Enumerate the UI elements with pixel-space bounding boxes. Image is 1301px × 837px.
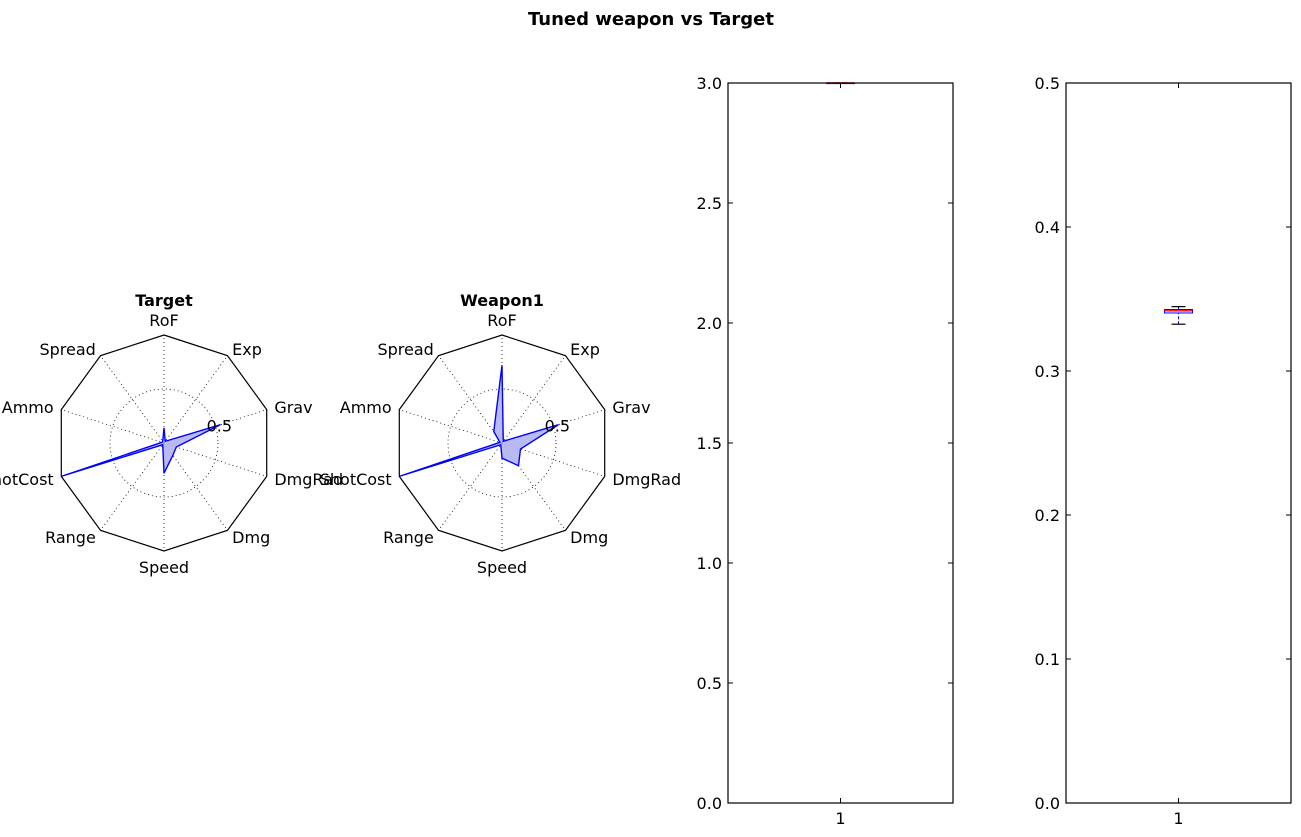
- radar-spoke: [438, 442, 503, 531]
- radar-spoke: [100, 442, 165, 531]
- y-tick-label: 3.0: [697, 74, 722, 93]
- radar-frame: [398, 334, 606, 552]
- radar-axis-label: DmgRad: [612, 470, 681, 489]
- radar-title: Target: [135, 291, 193, 310]
- radar-axis-label: Speed: [477, 558, 527, 577]
- radar-axis-label: DmgRad: [274, 470, 343, 489]
- radar-grid-ring: [447, 388, 557, 498]
- radar-frame: [60, 334, 268, 552]
- radar-spoke: [163, 442, 228, 531]
- box-plot-2: 0.0 0.1 0.2 0.3 0.4 0.5 1: [1035, 74, 1292, 828]
- radar-axis-label: Range: [45, 528, 96, 547]
- y-tick-label: 0.2: [1035, 506, 1060, 525]
- y-tick-label: 0.1: [1035, 650, 1060, 669]
- y-tick-label: 2.0: [697, 314, 722, 333]
- radar-axis-label: Exp: [570, 340, 600, 359]
- radar-axis-label: Ammo: [2, 398, 54, 417]
- y-tick-label: 2.5: [697, 194, 722, 213]
- y-tick-label: 0.0: [697, 794, 722, 813]
- radar-ring-label: 0.5: [207, 416, 232, 435]
- y-tick-label: 0.3: [1035, 362, 1060, 381]
- y-tick-label: 1.5: [697, 434, 722, 453]
- radar-axis-label: RoF: [149, 311, 178, 330]
- radar-axis-label: Grav: [274, 398, 312, 417]
- radar-axis-label: Grav: [612, 398, 650, 417]
- radar-axis-label: ShotCost: [0, 470, 54, 489]
- radar-series-line: [399, 365, 559, 478]
- radar-axis-label: Exp: [232, 340, 262, 359]
- y-tick-label: 0.0: [1035, 794, 1060, 813]
- y-tick-label: 0.5: [1035, 74, 1060, 93]
- box-plot-1: 0.0 0.5 1.0 1.5 2.0 2.5 3.0 1: [697, 74, 954, 828]
- radar-chart-weapon1: Weapon1 RoF Exp Grav DmgRad Dmg Speed Range Sho…: [320, 291, 681, 577]
- radar-spoke: [399, 409, 503, 444]
- figure-title: Tuned weapon vs Target: [528, 9, 774, 30]
- y-tick-label: 0.5: [697, 674, 722, 693]
- radar-axis-label: ShotCost: [320, 470, 392, 489]
- radar-axis-label: Spread: [39, 340, 95, 359]
- radar-area: [399, 365, 559, 477]
- radar-axis-label: Spread: [377, 340, 433, 359]
- radar-title: Weapon1: [460, 291, 544, 310]
- radar-axis-label: RoF: [487, 311, 516, 330]
- radar-series-line: [61, 423, 221, 478]
- x-tick-label: 1: [1173, 809, 1183, 828]
- radar-axis-label: Dmg: [232, 528, 270, 547]
- radar-chart-target: Target RoF Exp Grav DmgRad Dmg Speed Range Shot…: [0, 291, 343, 577]
- y-tick-label: 1.0: [697, 554, 722, 573]
- y-tick-label: 0.4: [1035, 218, 1060, 237]
- x-tick-label: 1: [835, 809, 845, 828]
- radar-grid-ring: [109, 388, 219, 498]
- radar-axis-label: Speed: [139, 558, 189, 577]
- radar-spoke: [61, 409, 165, 444]
- plot-frame: [1065, 82, 1292, 804]
- radar-axis-label: Dmg: [570, 528, 608, 547]
- radar-ring-label: 0.5: [545, 416, 570, 435]
- radar-axis-label: Range: [383, 528, 434, 547]
- radar-axis-label: Ammo: [340, 398, 392, 417]
- plot-frame: [727, 82, 954, 804]
